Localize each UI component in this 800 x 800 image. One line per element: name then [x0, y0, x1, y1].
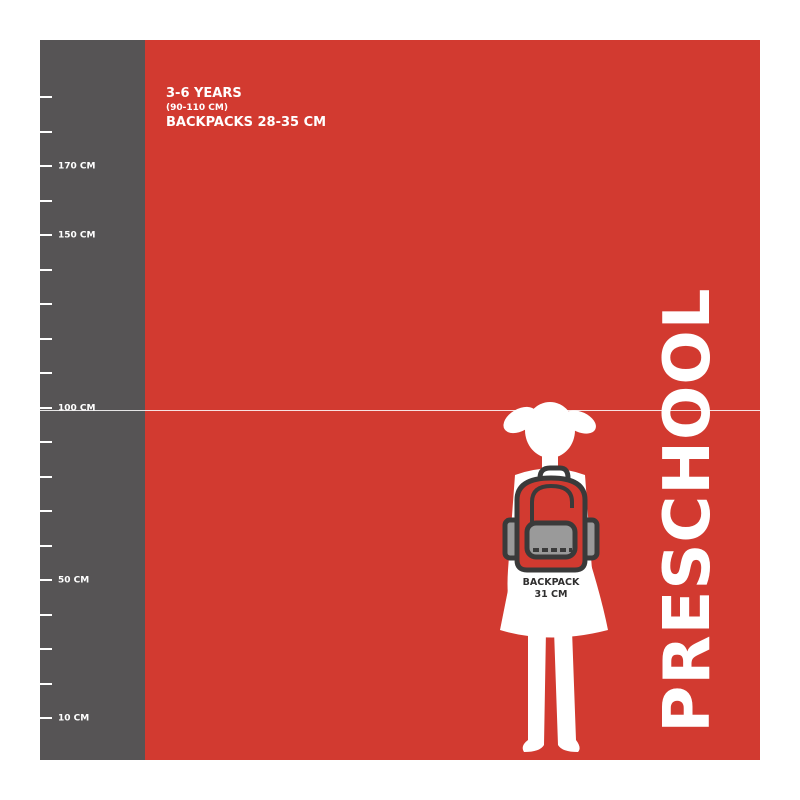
ruler-tick [40, 648, 52, 650]
age-range: 3-6 YEARS [166, 86, 242, 101]
ruler-tick [40, 372, 52, 374]
ruler-tick [40, 96, 52, 98]
age-group-info: 3-6 YEARS (90-110 CM) BACKPACKS 28-35 CM [166, 86, 326, 132]
ruler-label: 150 CM [58, 230, 96, 241]
ruler-tick [40, 682, 52, 685]
height-range: (90-110 CM) [166, 103, 228, 113]
height-ruler [40, 40, 145, 760]
ruler-tick [40, 510, 52, 512]
ruler-label: 50 CM [58, 575, 90, 586]
reference-line-100cm [40, 410, 760, 411]
ruler-label: 100 CM [58, 403, 96, 413]
ruler-tick [40, 268, 52, 271]
backpack-size: 31 CM [534, 589, 568, 600]
backpack-label-text: BACKPACK [522, 577, 580, 588]
ruler-tick [40, 165, 52, 167]
ruler-tick [40, 441, 52, 443]
ruler-tick [40, 337, 52, 340]
ruler-tick [40, 130, 52, 133]
ruler-tick [40, 406, 52, 409]
ruler-tick [40, 579, 52, 581]
ruler-tick [40, 717, 52, 719]
ruler-label: 10 CM [58, 713, 90, 724]
infographic-panel [40, 40, 760, 760]
ruler-tick [40, 544, 52, 547]
ruler-tick [40, 613, 52, 616]
backpack-range: BACKPACKS 28-35 CM [166, 115, 327, 130]
ruler-label: 170 CM [58, 161, 96, 172]
ruler-tick [40, 234, 52, 236]
category-title: PRESCHOOL [651, 287, 725, 733]
child-silhouette: BACKPACK 31 CM [480, 390, 660, 774]
ruler-tick [40, 303, 52, 305]
ruler-tick [40, 475, 52, 478]
backpack-label: BACKPACK 31 CM [501, 577, 601, 601]
ruler-tick [40, 199, 52, 202]
